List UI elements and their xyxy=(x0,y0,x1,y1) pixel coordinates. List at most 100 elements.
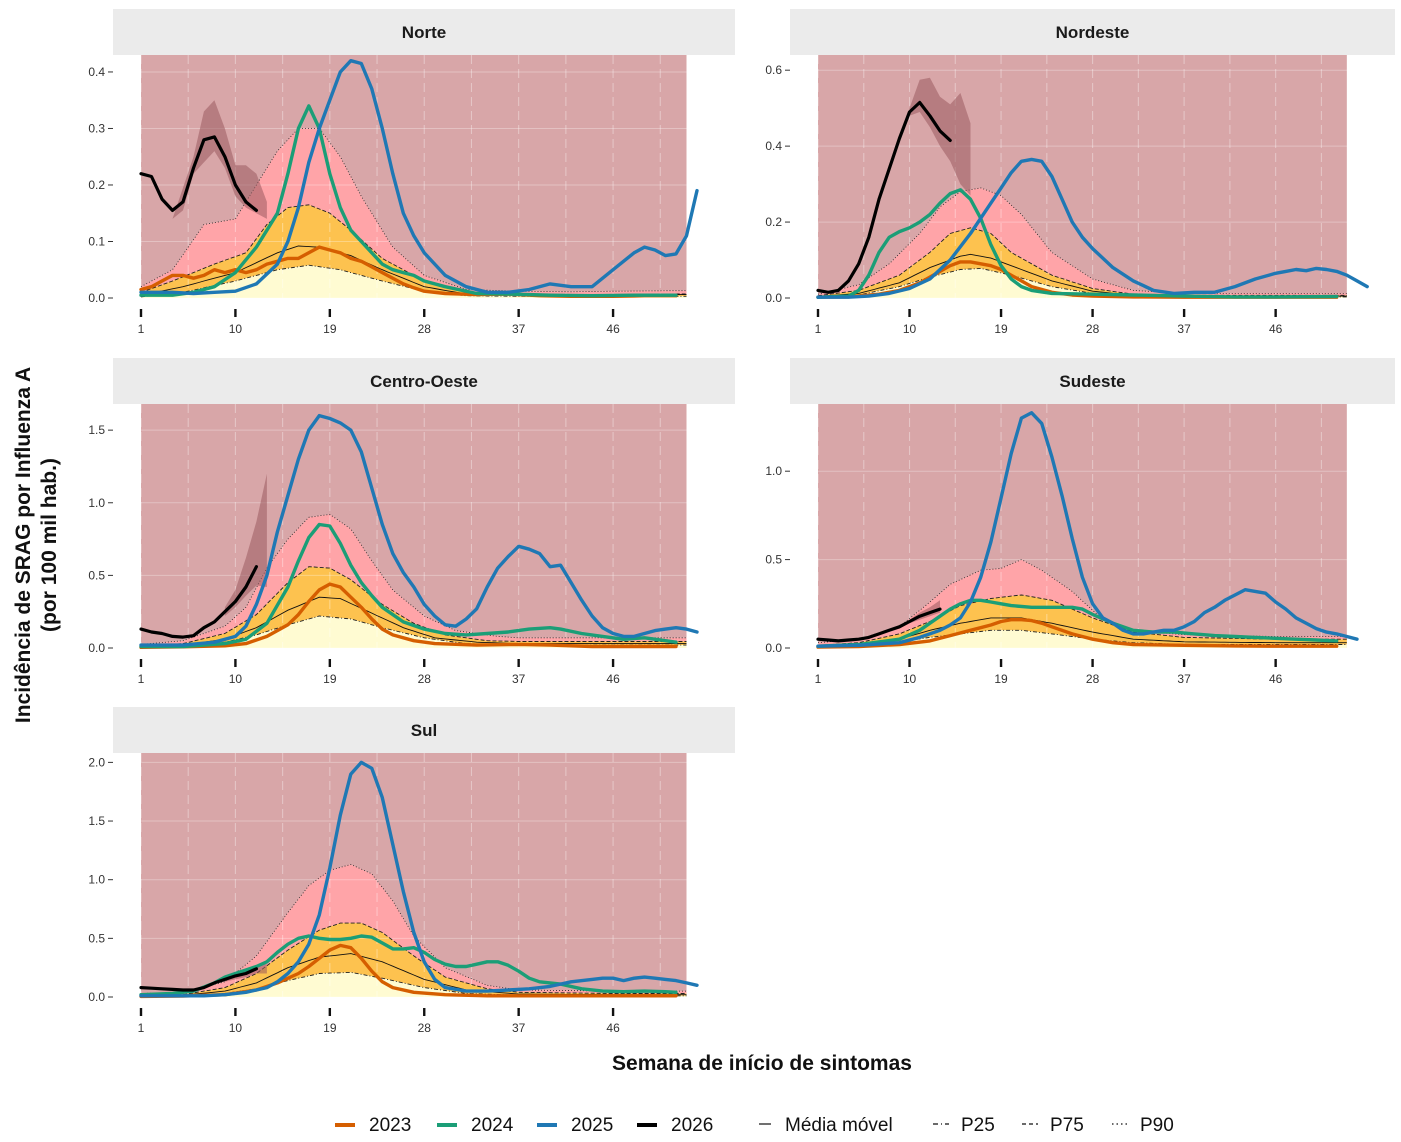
x-tick-label: 1 xyxy=(138,1021,145,1035)
legend-item-p25: P25 xyxy=(933,1115,995,1136)
legend-label: P75 xyxy=(1050,1115,1084,1136)
y-tick-label: 1.0 xyxy=(88,496,105,510)
y-tick-label: 1.0 xyxy=(765,464,782,478)
zone-p25-p75 xyxy=(141,566,687,648)
x-tick-label: 10 xyxy=(903,322,917,336)
x-tick-label: 46 xyxy=(606,322,620,336)
series-2024-line xyxy=(139,522,678,649)
x-tick-label: 10 xyxy=(229,322,243,336)
y-tick-label: 0.1 xyxy=(88,234,105,248)
y-tick-label: 0.5 xyxy=(765,553,782,567)
legend-label: 2025 xyxy=(571,1115,613,1136)
series-2025-line xyxy=(139,413,699,647)
y-tick-label: 0.4 xyxy=(765,139,782,153)
p90-line xyxy=(140,513,687,645)
axes: 0.0 0.5 1.0 1.5 2.0 1 10 19 28 37 46 xyxy=(88,755,620,1035)
plot-area xyxy=(790,55,1395,305)
zone-below-p25 xyxy=(141,972,687,997)
series-2026-line xyxy=(816,100,952,294)
legend-item-2024: 2024 xyxy=(437,1115,514,1136)
uncertainty-2026 xyxy=(224,473,267,616)
panel-sul: Sul 0.0 0.5 1.0 1.5 2.0 1 10 19 28 37 46 xyxy=(88,707,735,1035)
series-2025-line xyxy=(139,760,699,998)
axes: 0.0 0.2 0.4 0.6 1 10 19 28 37 46 xyxy=(765,63,1282,336)
x-tick-label: 46 xyxy=(1269,322,1283,336)
y-tick-label: 0.5 xyxy=(88,568,105,582)
x-tick-label: 37 xyxy=(1177,672,1191,686)
series-2025-line xyxy=(816,411,1359,648)
y-tick-label: 0.5 xyxy=(88,931,105,945)
y-tick-label: 0.3 xyxy=(88,121,105,135)
x-tick-label: 28 xyxy=(418,672,432,686)
p75-line xyxy=(140,566,687,647)
legend-item-2025: 2025 xyxy=(537,1115,613,1136)
zone-p25-p75 xyxy=(818,227,1347,298)
x-tick-label: 37 xyxy=(512,322,526,336)
panel-centro-oeste: Centro-Oeste 0.0 0.5 1.0 1.5 1 10 19 28 37 46 xyxy=(88,358,735,686)
series-2023-line xyxy=(816,618,1339,649)
y-tick-label: 2.0 xyxy=(88,755,105,769)
facet-strip xyxy=(790,358,1395,404)
x-tick-label: 19 xyxy=(994,322,1008,336)
gridlines xyxy=(113,753,735,1004)
y-tick-label: 0.0 xyxy=(765,291,782,305)
y-tick-label: 0.2 xyxy=(88,178,105,192)
zone-p75-p90 xyxy=(818,559,1347,646)
facet-title: Norte xyxy=(402,23,446,42)
facet-title: Nordeste xyxy=(1056,23,1130,42)
legend-label: 2026 xyxy=(671,1115,713,1136)
x-tick-label: 10 xyxy=(903,672,917,686)
zone-p75-p90 xyxy=(141,128,687,295)
legend-item-2026: 2026 xyxy=(637,1115,713,1136)
x-tick-label: 1 xyxy=(815,322,822,336)
x-tick-label: 1 xyxy=(815,672,822,686)
y-tick-label: 1.0 xyxy=(88,873,105,887)
facet-title: Centro-Oeste xyxy=(370,372,478,391)
zone-below-p25 xyxy=(141,265,687,298)
zone-p75-p90 xyxy=(818,187,1347,296)
y-tick-label: 0.0 xyxy=(88,291,105,305)
legend-item-media: Média móvel xyxy=(759,1115,893,1136)
x-tick-label: 28 xyxy=(1086,322,1100,336)
x-tick-label: 37 xyxy=(512,1021,526,1035)
series-2026-line xyxy=(816,607,942,643)
gridlines xyxy=(790,404,1395,655)
legend-item-p90: P90 xyxy=(1112,1115,1174,1136)
x-tick-label: 1 xyxy=(138,322,145,336)
legend-item-2023: 2023 xyxy=(335,1115,411,1136)
series-2024-line xyxy=(816,598,1339,648)
x-tick-label: 28 xyxy=(418,322,432,336)
x-tick-label: 1 xyxy=(138,672,145,686)
plot-area xyxy=(113,404,735,655)
series-2024-line xyxy=(816,188,1339,299)
y-tick-label: 0.0 xyxy=(765,641,782,655)
x-tick-label: 19 xyxy=(323,672,337,686)
y-tick-label: 0.6 xyxy=(765,63,782,77)
plot-area xyxy=(113,55,735,305)
y-axis-title-line1: Incidência de SRAG por Influenza A xyxy=(12,367,35,723)
plot-area xyxy=(113,753,735,1004)
legend: 2023 2024 2025 2026 Média móvel P25 P75 P90 xyxy=(335,1115,1174,1136)
axes: 0.0 0.5 1.0 1 10 19 28 37 46 xyxy=(765,464,1282,686)
facet-panels: Norte 0.0 0.1 0.2 0.3 0.4 1 10 19 28 37 46 Nordeste 0… xyxy=(88,9,1395,1035)
x-tick-label: 19 xyxy=(323,322,337,336)
x-tick-label: 10 xyxy=(229,672,243,686)
y-tick-label: 0.0 xyxy=(88,990,105,1004)
facet-strip xyxy=(113,358,735,404)
x-tick-label: 46 xyxy=(606,1021,620,1035)
series-2023-line xyxy=(139,582,678,649)
y-tick-label: 0.4 xyxy=(88,65,105,79)
y-axis-title-line2: (por 100 mil hab.) xyxy=(38,458,61,632)
zone-p25-p75 xyxy=(141,923,687,997)
y-tick-label: 1.5 xyxy=(88,423,105,437)
uncertainty-2026 xyxy=(172,100,267,219)
series-2025-line xyxy=(139,59,699,296)
plot-area xyxy=(790,404,1395,655)
zone-below-p25 xyxy=(818,268,1347,298)
zone-p75-p90 xyxy=(141,514,687,646)
panel-sudeste: Sudeste 0.0 0.5 1.0 1 10 19 28 37 46 xyxy=(765,358,1395,686)
y-tick-label: 0.2 xyxy=(765,215,782,229)
panel-norte: Norte 0.0 0.1 0.2 0.3 0.4 1 10 19 28 37 46 xyxy=(88,9,735,336)
legend-label: 2024 xyxy=(471,1115,514,1136)
